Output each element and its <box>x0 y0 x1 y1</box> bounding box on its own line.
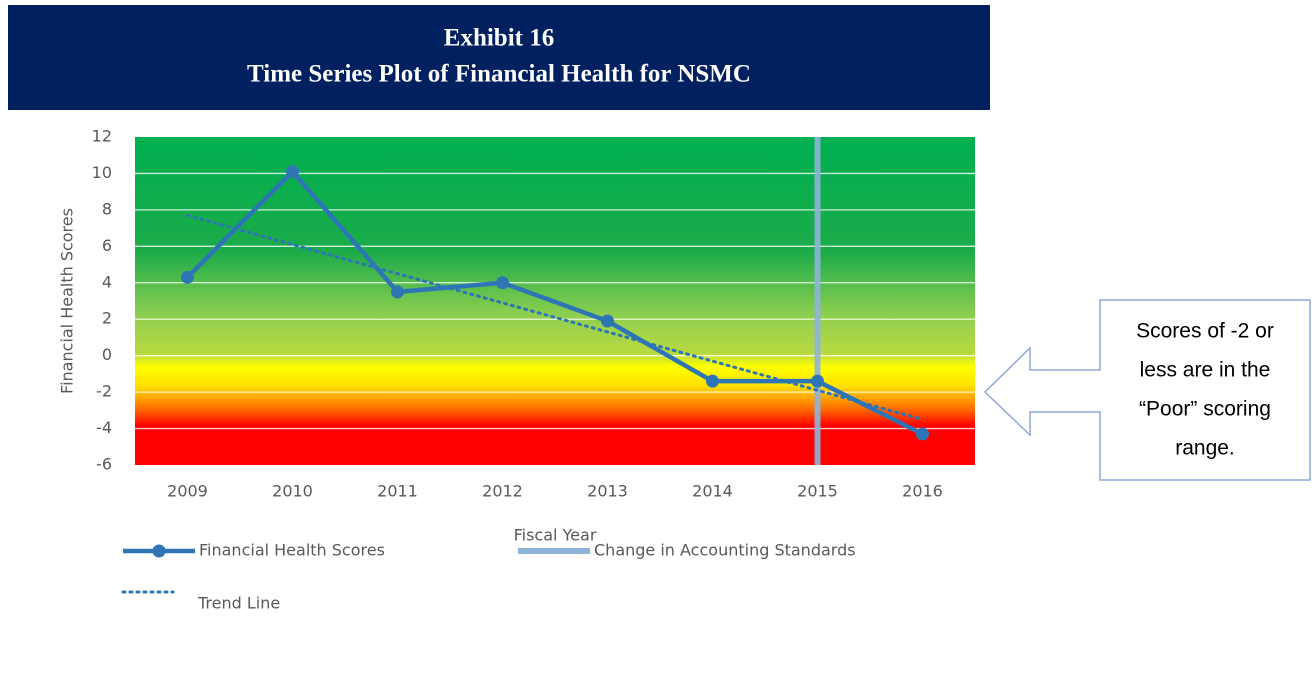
y-tick-label: 12 <box>92 127 112 146</box>
annotation-line: less are in the <box>1140 359 1271 382</box>
data-point <box>496 276 509 290</box>
x-tick-label: 2013 <box>587 482 628 501</box>
y-tick-label: -6 <box>96 455 112 474</box>
annotation: Scores of -2 or less are in the “Poor” sco… <box>1136 320 1274 460</box>
trend-line <box>186 213 924 421</box>
x-axis-label: Fiscal Year <box>514 526 597 545</box>
x-tick-label: 2009 <box>167 482 208 501</box>
chart-title: Exhibit 16 <box>444 25 554 52</box>
y-tick-label: 0 <box>102 345 112 364</box>
legend-label: Trend Line <box>197 594 280 613</box>
series-line <box>185 168 925 437</box>
x-tick-label: 2015 <box>797 482 838 501</box>
data-point <box>811 374 824 388</box>
legend-swatch <box>152 544 166 558</box>
data-point <box>916 427 929 441</box>
data-point <box>706 374 719 388</box>
x-tick-label: 2014 <box>692 482 733 501</box>
y-axis-label: Financial Health Scores <box>58 208 77 394</box>
y-tick-label: 6 <box>102 236 112 255</box>
x-tick-label: 2012 <box>482 482 523 501</box>
y-tick-label: 8 <box>102 199 112 218</box>
y-tick-label: 2 <box>102 309 112 328</box>
header-banner <box>8 5 990 110</box>
y-tick-label: 4 <box>102 272 112 291</box>
callout-arrow <box>983 299 1311 481</box>
x-tick-label: 2016 <box>902 482 943 501</box>
data-point <box>181 270 194 284</box>
annotation-line: range. <box>1175 437 1235 460</box>
y-tick-label: -2 <box>96 382 112 401</box>
x-tick-label: 2011 <box>377 482 418 501</box>
y-tick-label: 10 <box>92 163 112 182</box>
data-point <box>286 165 299 179</box>
data-point <box>391 285 404 299</box>
annotation-line: Scores of -2 or <box>1136 320 1274 343</box>
legend-label: Change in Accounting Standards <box>594 541 856 560</box>
y-tick-label: -4 <box>96 418 112 437</box>
legend-label: Financial Health Scores <box>199 541 385 560</box>
annotation-line: “Poor” scoring <box>1139 398 1271 421</box>
chart-subtitle: Time Series Plot of Financial Health for… <box>247 61 751 88</box>
x-tick-label: 2010 <box>272 482 313 501</box>
data-point <box>601 314 614 328</box>
